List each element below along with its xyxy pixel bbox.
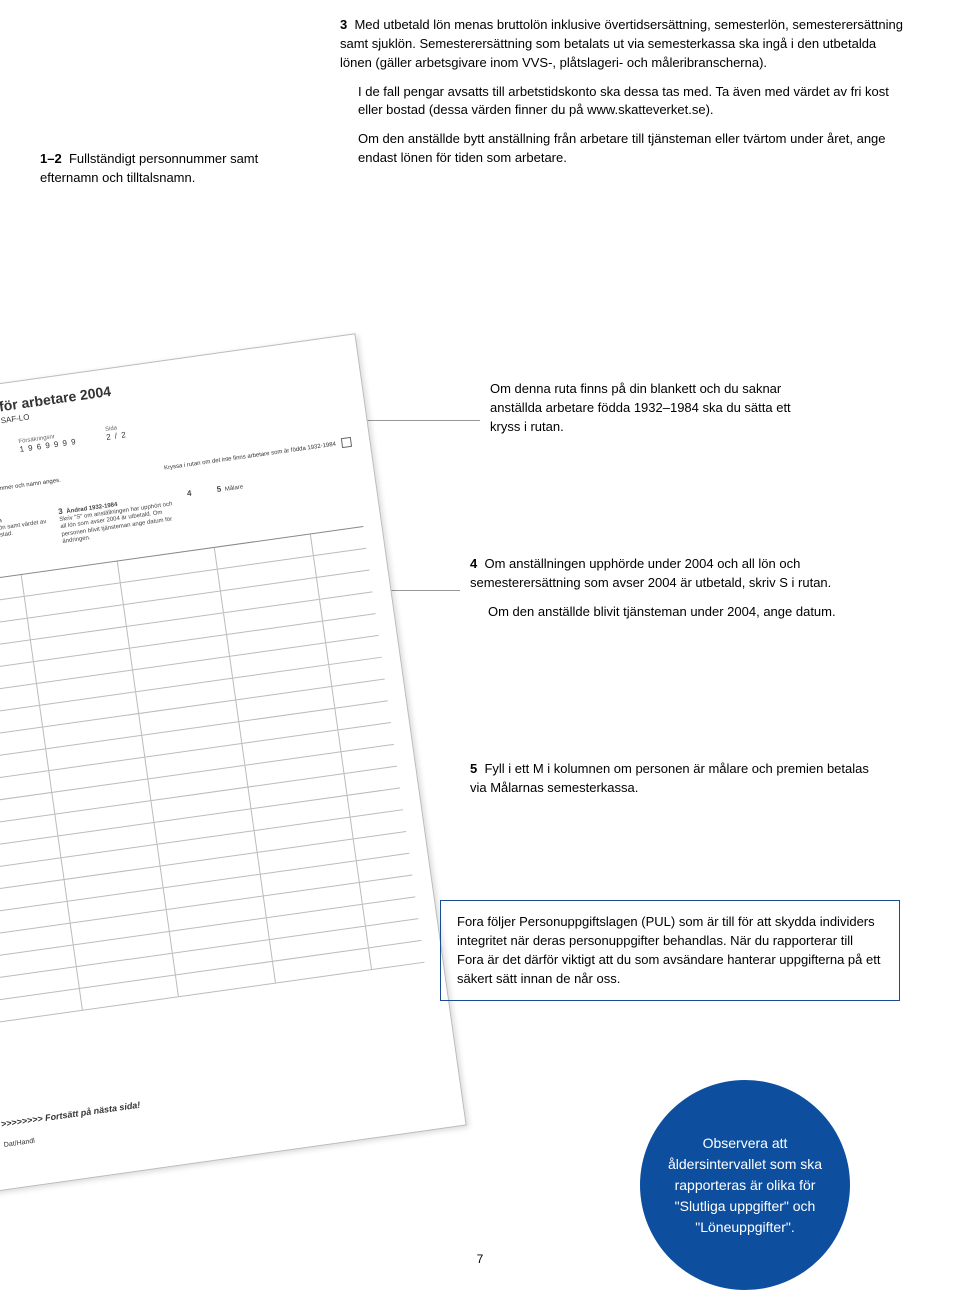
leader-line (360, 420, 480, 421)
note-5-number: 5 (470, 760, 477, 779)
note-blankett: Om denna ruta finns på din blankett och … (490, 380, 820, 437)
note-4: 4 Om anställningen upphörde under 2004 o… (470, 555, 910, 632)
note-blankett-text: Om denna ruta finns på din blankett och … (490, 381, 791, 434)
note-1-2: 1–2 Fullständigt personnummer samt efter… (40, 150, 270, 188)
note-12-number: 1–2 (40, 150, 62, 169)
pul-box: Fora följer Personuppgiftslagen (PUL) so… (440, 900, 900, 1001)
col5-num: 5 (216, 484, 222, 494)
col4-num: 4 (186, 489, 192, 499)
checkbox-icon (341, 437, 352, 448)
note-3-p3: Om den anställde bytt anställning från a… (358, 130, 910, 168)
note-4-number: 4 (470, 555, 477, 574)
note-4-p1: Om anställningen upphörde under 2004 och… (470, 556, 831, 590)
note-5-text: Fyll i ett M i kolumnen om personen är m… (470, 761, 869, 795)
note-4-p2: Om den anställde blivit tjänsteman under… (488, 603, 910, 622)
col3-num: 3 (58, 507, 64, 517)
form-foot: >>>>>>>> Fortsätt på nästa sida! (0, 1058, 439, 1129)
col2-text: Kontant bruttolön samt värdet av fri kos… (0, 519, 47, 544)
note-3-p2: I de fall pengar avsatts till arbetstids… (358, 83, 910, 121)
notice-circle: Observera att åldersintervallet som ska … (640, 1080, 850, 1290)
note-5: 5 Fyll i ett M i kolumnen om personen är… (470, 760, 870, 798)
note-3-number: 3 (340, 16, 347, 35)
notice-text: Observera att åldersintervallet som ska … (664, 1133, 826, 1238)
form-foot2: Dat/Handl (3, 1138, 35, 1149)
note-12-text: Fullständigt personnummer samt efternamn… (40, 151, 258, 185)
meta-sida: 2 / 2 (106, 430, 128, 442)
form-table (0, 526, 425, 1024)
form-sheet: Löneuppgifter för arbetare 2004 Underlag… (0, 333, 467, 1192)
note-3-p1: Med utbetald lön menas bruttolön inklusi… (340, 17, 903, 70)
note-3: 3 Med utbetald lön menas bruttolön inklu… (340, 16, 910, 178)
pul-text: Fora följer Personuppgiftslagen (PUL) so… (457, 914, 880, 986)
page-number: 7 (477, 1252, 484, 1266)
col5-label: Målare (225, 484, 244, 492)
